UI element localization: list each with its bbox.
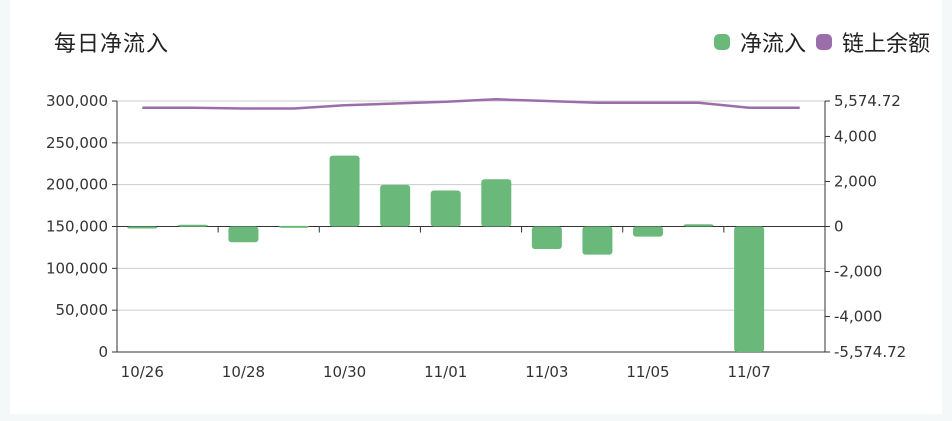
x-tick-label: 11/01 bbox=[424, 363, 467, 381]
chart-plot: 0 50,000 100,000 150,000 200,000 250,000 300,0… bbox=[46, 92, 906, 381]
y-right-tick-label: 5,574.72 bbox=[834, 92, 901, 110]
bar bbox=[177, 224, 208, 227]
bar bbox=[329, 155, 360, 227]
y-right-tick-label: 2,000 bbox=[834, 172, 877, 190]
legend-item-onchain-balance[interactable]: 链上余额 bbox=[815, 26, 930, 58]
x-tick-label: 10/28 bbox=[222, 363, 265, 381]
chart-card: 每日净流入 净流入 链上余额 0 50,000 100,000 150,000 200,… bbox=[10, 0, 942, 414]
y-left-tick-label: 100,000 bbox=[46, 259, 108, 277]
x-tick-label: 11/07 bbox=[728, 363, 771, 381]
bar bbox=[481, 179, 512, 227]
balance-line bbox=[142, 98, 800, 110]
chart-title: 每日净流入 bbox=[54, 32, 170, 57]
legend-item-net-inflow[interactable]: 净流入 bbox=[713, 26, 806, 58]
legend-swatch-onchain-balance bbox=[815, 34, 832, 50]
y-left-tick-label: 0 bbox=[98, 343, 108, 361]
x-tick-label: 11/03 bbox=[525, 363, 568, 381]
bar bbox=[683, 224, 714, 227]
legend-label-onchain-balance: 链上余额 bbox=[841, 32, 930, 57]
y-left-tick-label: 150,000 bbox=[46, 218, 108, 236]
bar bbox=[279, 225, 309, 228]
y-right-tick-label: -2,000 bbox=[834, 263, 882, 281]
legend-label-net-inflow: 净流入 bbox=[739, 32, 806, 57]
y-left-tick-label: 50,000 bbox=[56, 301, 109, 319]
bar bbox=[582, 226, 613, 255]
y-left-tick-label: 200,000 bbox=[46, 176, 108, 194]
y-right-tick-label: -4,000 bbox=[834, 308, 882, 326]
x-tick-label: 10/26 bbox=[121, 363, 164, 381]
y-left-tick-label: 300,000 bbox=[46, 92, 108, 110]
bar bbox=[380, 184, 411, 227]
bar bbox=[633, 226, 663, 237]
legend-swatch-net-inflow bbox=[713, 34, 730, 50]
x-tick-label: 10/30 bbox=[323, 363, 366, 381]
y-right-tick-label: 0 bbox=[834, 218, 844, 236]
y-right-tick-label: 4,000 bbox=[834, 127, 877, 145]
x-tick-label: 11/05 bbox=[626, 363, 669, 381]
chart-legend: 净流入 链上余额 bbox=[713, 26, 930, 58]
bar bbox=[228, 226, 259, 243]
y-right-tick-label: -5,574.72 bbox=[834, 343, 906, 361]
bar bbox=[734, 226, 765, 352]
y-left-tick-label: 250,000 bbox=[46, 134, 108, 152]
bar bbox=[430, 190, 461, 227]
bar bbox=[127, 226, 158, 229]
bar bbox=[531, 226, 562, 250]
